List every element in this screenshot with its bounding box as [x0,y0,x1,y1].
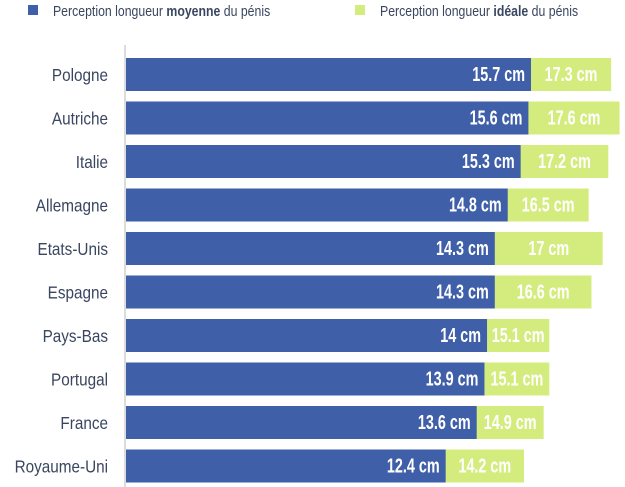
category-label: Espagne [48,282,108,302]
data-label-ideal: 16.6 cm [517,280,570,303]
bar-average [126,101,529,135]
category-label: Pologne [52,65,108,85]
category-label: Italie [76,152,108,172]
bar-average [126,145,521,178]
data-label-average: 14.8 cm [449,193,502,216]
data-label-ideal: 16.5 cm [522,193,575,216]
category-label: Autriche [52,108,108,128]
data-label-average: 14 cm [440,324,481,347]
bar-average [126,362,485,396]
data-label-average: 14.3 cm [436,280,489,303]
data-label-ideal: 17.6 cm [548,106,601,129]
category-label: Allemagne [36,195,108,215]
bar-average [126,188,508,222]
data-label-average: 15.3 cm [462,150,515,173]
bar-average [126,58,532,91]
data-label-average: 15.6 cm [470,106,523,129]
bar-average [126,232,495,265]
category-label: Portugal [51,369,108,389]
data-label-ideal: 15.1 cm [492,324,545,347]
data-label-ideal: 17.2 cm [538,150,591,173]
bar-average [126,406,477,439]
category-label: Etats-Unis [38,239,108,259]
data-label-ideal: 15.1 cm [490,367,543,390]
legend-label-1: Perception longueur idéale du pénis [380,3,578,19]
bar-average [126,449,446,483]
data-label-ideal: 17.3 cm [545,63,598,86]
bar-average [126,319,488,352]
data-label-ideal: 17 cm [528,237,569,260]
legend-label-0: Perception longueur moyenne du pénis [53,3,270,19]
category-label: Royaume-Uni [15,456,108,476]
category-label: Pays-Bas [43,326,108,346]
data-label-average: 13.6 cm [418,411,471,434]
category-label: France [60,413,108,433]
bar-average [126,275,495,309]
data-label-average: 15.7 cm [472,63,525,86]
data-label-average: 14.3 cm [436,237,489,260]
data-label-ideal: 14.9 cm [484,411,537,434]
legend-swatch-1 [355,5,365,15]
data-label-ideal: 14.2 cm [458,454,511,477]
legend-swatch-0 [28,5,38,15]
data-label-average: 12.4 cm [387,454,440,477]
data-label-average: 13.9 cm [426,367,479,390]
